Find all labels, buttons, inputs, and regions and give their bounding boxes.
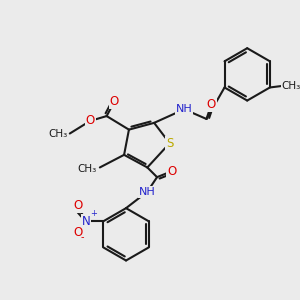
Text: O: O — [85, 114, 95, 128]
Text: NH: NH — [139, 187, 156, 197]
Text: CH₃: CH₃ — [78, 164, 97, 174]
Text: O: O — [74, 226, 83, 239]
Text: O: O — [167, 165, 176, 178]
Text: -: - — [80, 232, 84, 242]
Text: CH₃: CH₃ — [282, 80, 300, 91]
Text: O: O — [110, 95, 119, 108]
Text: S: S — [166, 137, 173, 150]
Text: CH₃: CH₃ — [49, 128, 68, 139]
Text: O: O — [207, 98, 216, 111]
Text: NH: NH — [176, 104, 193, 114]
Text: O: O — [74, 199, 83, 212]
Text: N: N — [82, 215, 90, 228]
Text: +: + — [90, 209, 97, 218]
